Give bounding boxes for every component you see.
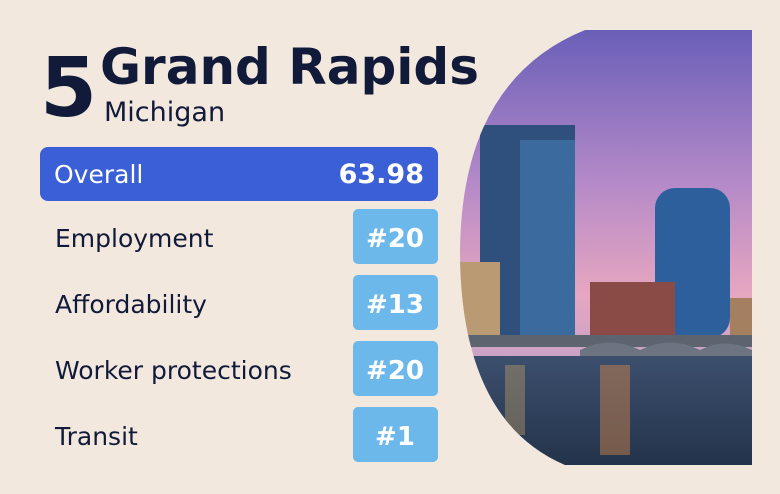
rank-box [353, 209, 438, 264]
row-value: #13 [366, 290, 424, 320]
row-value: #20 [366, 356, 424, 386]
row-label: Affordability [55, 290, 207, 319]
state-subtitle: Michigan [104, 97, 225, 128]
overall-bar [40, 147, 438, 201]
rows: Employment #20 Affordability #13 Worker prot… [54, 209, 438, 462]
rank-box [353, 275, 438, 330]
row-value: #20 [366, 224, 424, 254]
rank-box [353, 407, 438, 462]
overall-label: Overall [54, 160, 143, 189]
row-value: #1 [375, 422, 415, 452]
city-photo [460, 30, 752, 465]
overall-value: 63.98 [339, 159, 424, 190]
row-label: Worker protections [55, 356, 292, 385]
row-label: Transit [54, 422, 138, 451]
row-label: Employment [55, 224, 214, 253]
city-title: Grand Rapids [100, 38, 479, 96]
rank-box [353, 341, 438, 396]
rank: 5 [40, 41, 97, 136]
